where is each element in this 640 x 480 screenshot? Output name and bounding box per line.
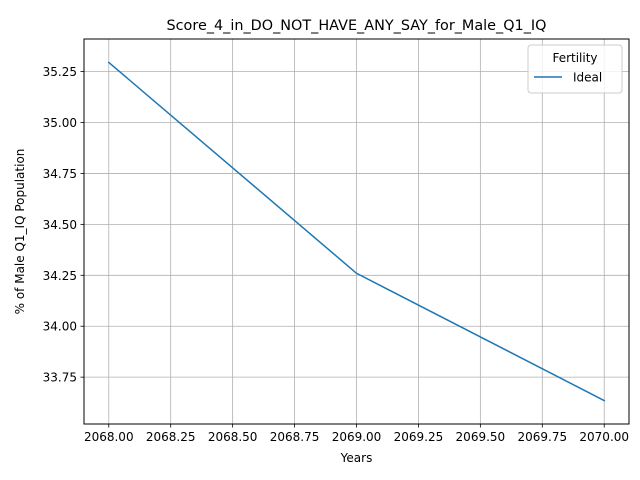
y-tick-label: 33.75 [43,371,77,385]
x-tick-label: 2068.25 [146,430,196,444]
series-line-ideal [107,61,606,402]
x-tick-label: 2068.75 [270,430,320,444]
legend: Fertility Ideal [527,44,623,94]
x-tick-label: 2069.25 [394,430,444,444]
y-tick-label: 34.25 [43,269,77,283]
y-axis-label: % of Male Q1_IQ Population [13,149,27,315]
x-tick-label: 2069.00 [332,430,382,444]
y-tick-label: 35.25 [43,65,77,79]
y-tick-label: 35.00 [43,116,77,130]
chart-title: Score_4_in_DO_NOT_HAVE_ANY_SAY_for_Male_… [167,18,547,34]
y-tick-label: 34.50 [43,218,77,232]
ticks: 2068.00 2068.25 2068.50 2068.75 2069.00 2069.… [43,65,629,444]
y-tick-label: 34.00 [43,320,77,334]
grid [84,39,629,424]
x-tick-label: 2068.50 [208,430,258,444]
legend-box [527,44,623,94]
legend-title: Fertility [552,51,597,65]
x-tick-label: 2068.00 [84,430,134,444]
y-tick-label: 34.75 [43,167,77,181]
legend-label-ideal: Ideal [573,71,602,85]
series-layer [107,61,606,402]
x-tick-label: 2069.75 [517,430,567,444]
x-axis-label: Years [340,451,373,465]
x-tick-label: 2069.50 [456,430,506,444]
x-tick-label: 2070.00 [579,430,629,444]
